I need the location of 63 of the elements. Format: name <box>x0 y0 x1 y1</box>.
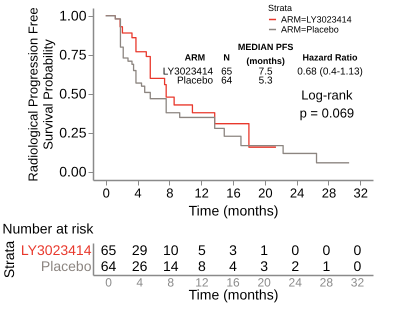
data-label: 29 <box>132 242 148 258</box>
data-label: 1 <box>322 258 330 274</box>
annotation: 7.5 <box>258 66 273 78</box>
x-tick-label: 8 <box>166 186 174 200</box>
data-label: 0 <box>322 242 330 258</box>
data-label: 0 <box>354 242 362 258</box>
data-label: 14 <box>162 258 179 274</box>
y-tick-label: 0.25 <box>59 124 87 141</box>
x-tick-label: 24 <box>288 276 302 290</box>
legend-label: ARM=Placebo <box>281 24 339 34</box>
data-label: 8 <box>198 258 206 274</box>
x-tick-label: 28 <box>320 276 334 290</box>
y-tick-label: 0.00 <box>59 164 87 180</box>
x-tick-label: 20 <box>258 186 273 200</box>
annotation: Log-rank p = 0.069 <box>300 88 354 121</box>
annotation: 64 <box>221 76 233 87</box>
data-label: 5 <box>198 242 206 258</box>
x-tick-label: 16 <box>226 186 241 200</box>
legend-title: Strata <box>268 3 292 13</box>
x-axis-title: Time (months) <box>188 286 278 302</box>
annotation: ARM <box>184 52 206 62</box>
x-tick-label: 28 <box>322 186 336 200</box>
x-tick-label: 4 <box>136 276 144 290</box>
data-label: 3 <box>229 242 238 258</box>
x-tick-label: 12 <box>195 276 209 290</box>
x-tick-label: 20 <box>257 276 272 290</box>
annotation: LY3023414 <box>162 66 214 78</box>
data-label: 1 <box>260 242 268 258</box>
y-axis-title: Radiological Progression Free Survival Probability <box>25 7 56 182</box>
x-tick-label: 0 <box>102 186 110 200</box>
x-tick-label: 32 <box>350 276 364 290</box>
annotation: N <box>223 52 230 62</box>
y-tick-label: LY3023414 <box>20 242 92 258</box>
y-tick-label: 0.75 <box>59 46 87 62</box>
chart-title: Number at risk <box>2 220 94 236</box>
data-label: 0 <box>291 242 300 258</box>
annotation: 65 <box>221 66 233 78</box>
annotation: 0.68 (0.4-1.13) <box>297 66 363 78</box>
annotation: 5.3 <box>258 76 273 87</box>
legend-label: ARM=LY3023414 <box>281 14 352 24</box>
annotation: Hazard Ratio <box>302 52 358 62</box>
data-label: 65 <box>100 242 117 258</box>
data-label: 26 <box>132 258 148 274</box>
x-tick-label: 8 <box>167 276 174 290</box>
x-tick-label: 12 <box>194 186 209 200</box>
x-axis-title: Time (months) <box>188 202 278 218</box>
data-label: 2 <box>291 258 300 274</box>
data-label: 64 <box>100 258 117 274</box>
x-tick-label: 16 <box>226 276 240 290</box>
y-tick-label: 0.50 <box>59 86 87 102</box>
x-tick-label: 24 <box>290 186 304 200</box>
x-tick-label: 0 <box>105 276 112 290</box>
annotation: MEDIAN PFS (months) <box>238 42 294 66</box>
y-axis-title: Strata <box>0 240 17 278</box>
data-label: 3 <box>260 258 268 274</box>
y-tick-label: Placebo <box>40 258 92 274</box>
data-label: 0 <box>354 258 362 274</box>
annotation: Placebo <box>176 76 214 87</box>
x-tick-label: 4 <box>134 186 142 200</box>
data-label: 10 <box>162 242 179 258</box>
y-tick-label: 1.00 <box>59 7 87 24</box>
x-tick-label: 32 <box>354 186 368 200</box>
data-label: 4 <box>229 258 238 274</box>
